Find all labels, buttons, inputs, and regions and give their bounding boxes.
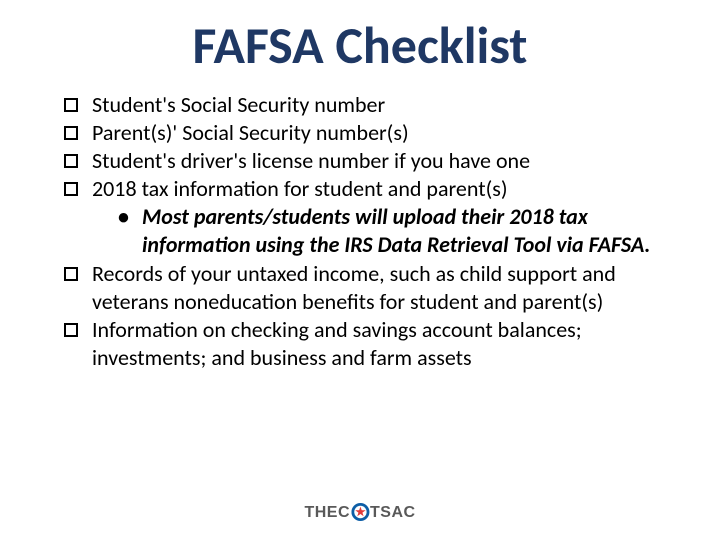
checklist: Student's Social Security number Parent(…: [40, 91, 680, 373]
checklist-item: Student's Social Security number: [64, 91, 680, 119]
checkbox-icon: [64, 154, 78, 168]
footer-logo-left: THEC: [304, 504, 350, 522]
checklist-subitem-text: Most parents/students will upload their …: [142, 203, 650, 258]
bullet-icon: •: [118, 203, 129, 231]
checklist-item-text: Student's Social Security number: [92, 91, 385, 118]
checklist-item: Student's driver's license number if you…: [64, 147, 680, 175]
checklist-item-text: Student's driver's license number if you…: [92, 147, 530, 174]
checklist-subitem: • Most parents/students will upload thei…: [118, 203, 680, 259]
slide: FAFSA Checklist Student's Social Securit…: [0, 0, 720, 540]
page-title: FAFSA Checklist: [40, 18, 680, 73]
checklist-item: Records of your untaxed income, such as …: [64, 260, 680, 316]
checkbox-icon: [64, 98, 78, 112]
checklist-item-text: Records of your untaxed income, such as …: [92, 260, 616, 315]
checklist-item: Parent(s)' Social Security number(s): [64, 119, 680, 147]
footer-logo-right: TSAC: [370, 504, 416, 522]
checkbox-icon: [64, 267, 78, 281]
checklist-item-text: 2018 tax information for student and par…: [92, 175, 508, 202]
checklist-item: Information on checking and savings acco…: [64, 316, 680, 372]
checklist-item: 2018 tax information for student and par…: [64, 175, 680, 259]
checklist-sublist: • Most parents/students will upload thei…: [92, 203, 680, 259]
checkbox-icon: [64, 182, 78, 196]
footer-logo: THEC TSAC: [304, 504, 415, 522]
footer-logo-badge-icon: [351, 503, 369, 521]
checklist-item-text: Parent(s)' Social Security number(s): [92, 119, 409, 146]
checklist-item-text: Information on checking and savings acco…: [92, 316, 582, 371]
state-seal-icon: [351, 503, 369, 521]
checkbox-icon: [64, 323, 78, 337]
checkbox-icon: [64, 126, 78, 140]
